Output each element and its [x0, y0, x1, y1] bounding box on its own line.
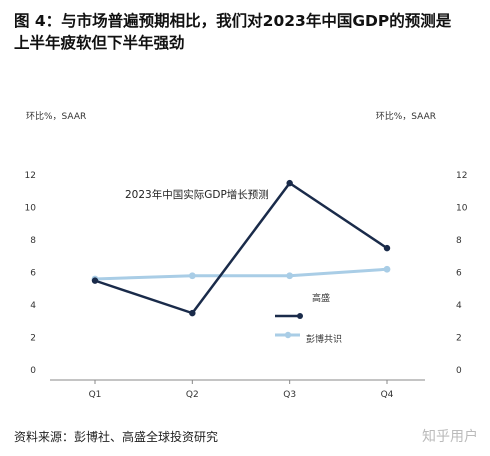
- left-tick-label-0: 0: [30, 366, 36, 376]
- x-tick-label-Q1: Q1: [89, 390, 102, 400]
- series-point-gs-Q3: [286, 179, 293, 187]
- series-point-consensus-Q2: [188, 272, 196, 280]
- left-tick-label-12: 12: [25, 171, 36, 181]
- x-tick-label-Q2: Q2: [186, 390, 199, 400]
- source-note: 资料来源：彭博社、高盛全球投资研究: [14, 430, 219, 444]
- left-tick-label-2: 2: [30, 334, 36, 344]
- legend-swatch-dot-gs: [297, 313, 303, 319]
- x-tick-label-Q4: Q4: [381, 390, 394, 400]
- series-point-gs-Q2: [189, 309, 196, 317]
- series-line-consensus: [94, 267, 388, 281]
- figure-title-line-2: 上半年疲软但下半年强劲: [14, 34, 185, 52]
- figure-title: 图 4：与市场普遍预期相比，我们对2023年中国GDP的预测是 上半年疲软但下半…: [14, 10, 484, 54]
- legend-label-consensus: 彭博共识: [306, 333, 342, 345]
- chart-title: 2023年中国实际GDP增长预测: [125, 188, 269, 201]
- legend-label-gs: 高盛: [312, 292, 330, 304]
- series-point-gs-Q1: [91, 277, 99, 284]
- left-axis-label: 环比%，SAAR: [26, 110, 86, 122]
- watermark-text: 知乎用户: [422, 429, 478, 445]
- series-point-consensus-Q4: [383, 265, 391, 273]
- series-point-consensus-Q3: [286, 272, 294, 280]
- right-tick-label-2: 2: [456, 334, 462, 344]
- right-tick-label-8: 8: [456, 236, 462, 246]
- right-tick-label-10: 10: [456, 204, 468, 214]
- left-tick-label-6: 6: [30, 269, 36, 279]
- right-axis-label: 环比%，SAAR: [376, 110, 436, 122]
- gdp-forecast-chart: 环比%，SAAR 环比%，SAAR 2023年中国实际GDP增长预测 0 0 2 2 4…: [25, 110, 468, 400]
- left-tick-label-4: 4: [30, 301, 36, 311]
- left-tick-label-8: 8: [30, 236, 36, 246]
- x-tick-label-Q3: Q3: [283, 390, 296, 400]
- right-tick-label-0: 0: [456, 366, 462, 376]
- right-tick-label-6: 6: [456, 269, 462, 279]
- chart-container: 环比%，SAAR 环比%，SAAR 2023年中国实际GDP增长预测 0 0 2 2 4…: [0, 95, 490, 415]
- series-line-gs: [94, 181, 388, 315]
- series-point-gs-Q4: [383, 244, 391, 252]
- left-tick-label-10: 10: [25, 204, 37, 214]
- figure-title-line-1: 图 4：与市场普遍预期相比，我们对2023年中国GDP的预测是: [14, 12, 452, 30]
- right-tick-label-4: 4: [456, 301, 462, 311]
- legend-swatch-dot-consensus: [284, 331, 292, 339]
- right-tick-label-12: 12: [456, 171, 467, 181]
